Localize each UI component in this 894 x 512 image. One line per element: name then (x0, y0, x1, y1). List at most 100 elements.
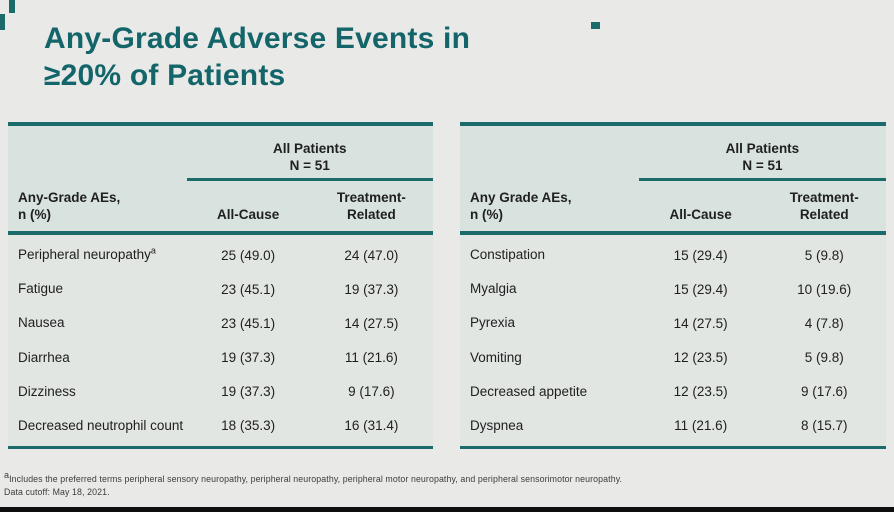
all-cause-value: 19 (37.3) (221, 384, 276, 400)
col-header-treatment-line1: Treatment- (336, 190, 406, 205)
all-cause-value: 25 (49.0) (221, 247, 276, 263)
ae-table-right: All Patients N = 51 Any Grade AEs, n (%)… (460, 122, 886, 449)
all-cause-value: 12 (23.5) (673, 384, 728, 400)
col-header-all-cause: All-Cause (216, 207, 280, 222)
group-header-underline (186, 178, 433, 181)
all-cause-value: 23 (45.1) (221, 281, 276, 297)
row-header: Any-Grade AEs, n (%) (8, 189, 187, 223)
col-header-all-cause: All-Cause (669, 207, 732, 222)
group-header: All Patients N = 51 (187, 126, 434, 178)
underline-spacer (8, 178, 187, 181)
table-row: Dyspnea 11 (21.6) 8 (15.7) (460, 418, 886, 434)
page-title-line2: ≥20% of Patients (44, 59, 286, 92)
group-header-n: N = 51 (742, 158, 783, 173)
table-row: Constipation 15 (29.4) 5 (9.8) (460, 247, 886, 263)
ae-label: Decreased neutrophil count (18, 417, 184, 433)
table-header-border (460, 231, 886, 235)
table-row: Pyrexia 14 (27.5) 4 (7.8) (460, 315, 886, 331)
ae-label: Nausea (18, 315, 65, 331)
ae-table-left: All Patients N = 51 Any-Grade AEs, n (%)… (8, 122, 433, 449)
treatment-related-value: 19 (37.3) (344, 281, 399, 297)
table-top-border (8, 122, 433, 126)
treatment-related-value: 16 (31.4) (344, 418, 399, 434)
table-bottom-border (460, 446, 886, 449)
all-cause-value: 18 (35.3) (221, 418, 276, 434)
col-header-treatment-related: Treatment- Related (310, 189, 433, 223)
table-row: Decreased neutrophil count 18 (35.3) 16 (3… (8, 418, 433, 434)
table-row: Vomiting 12 (23.5) 5 (9.8) (460, 350, 886, 366)
header-spacer (8, 126, 187, 178)
row-header-line1: Any-Grade AEs, (18, 190, 121, 205)
group-header-underline (638, 178, 886, 181)
footnote: aIncludes the preferred terms peripheral… (4, 470, 623, 499)
bottom-black-bar (0, 507, 894, 512)
ae-label: Dizziness (18, 383, 76, 399)
decor-mark (0, 14, 5, 30)
table-header-border (8, 231, 433, 235)
ae-label-superscript: a (150, 245, 156, 256)
ae-label: Fatigue (18, 281, 64, 297)
ae-label: Peripheral neuropathya (18, 245, 156, 263)
treatment-related-value: 10 (19.6) (797, 281, 852, 297)
treatment-related-value: 14 (27.5) (344, 315, 399, 331)
page-title-line1: Any-Grade Adverse Events in (44, 22, 471, 55)
all-cause-value: 12 (23.5) (673, 350, 728, 366)
header-spacer (460, 126, 639, 178)
table-row: Peripheral neuropathya 25 (49.0) 24 (47.0) (8, 245, 433, 263)
col-header-treatment-related: Treatment- Related (762, 189, 886, 223)
table-header: All Patients N = 51 Any-Grade AEs, n (%)… (8, 126, 433, 231)
decor-mark (591, 22, 600, 29)
treatment-related-value: 24 (47.0) (344, 247, 399, 263)
treatment-related-value: 5 (9.8) (804, 350, 844, 366)
treatment-related-value: 5 (9.8) (804, 247, 844, 263)
table-row: Decreased appetite 12 (23.5) 9 (17.6) (460, 384, 886, 400)
all-cause-value: 15 (29.4) (673, 247, 728, 263)
ae-label: Vomiting (470, 349, 522, 365)
row-header-line2: n (%) (470, 207, 503, 222)
table-row: Nausea 23 (45.1) 14 (27.5) (8, 315, 433, 331)
table-row: Dizziness 19 (37.3) 9 (17.6) (8, 384, 433, 400)
row-header: Any Grade AEs, n (%) (460, 189, 639, 223)
treatment-related-value: 8 (15.7) (800, 418, 848, 434)
group-header: All Patients N = 51 (639, 126, 886, 178)
table-row: Fatigue 23 (45.1) 19 (37.3) (8, 281, 433, 297)
group-header-title: All Patients (725, 141, 800, 156)
table-row: Myalgia 15 (29.4) 10 (19.6) (460, 281, 886, 297)
table-row: Diarrhea 19 (37.3) 11 (21.6) (8, 350, 433, 366)
footnote-text: Includes the preferred terms peripheral … (9, 474, 623, 484)
ae-label: Constipation (470, 247, 546, 263)
ae-label: Diarrhea (18, 349, 70, 365)
all-cause-value: 14 (27.5) (673, 315, 728, 331)
treatment-related-value: 9 (17.6) (348, 384, 395, 400)
page-title: Any-Grade Adverse Events in ≥20% of Pati… (44, 20, 470, 94)
ae-label: Myalgia (470, 281, 517, 297)
row-header-line2: n (%) (18, 207, 51, 222)
ae-label: Pyrexia (470, 315, 516, 331)
col-header-treatment-line2: Related (346, 207, 396, 222)
table-bottom-border (8, 446, 433, 449)
footnote-line1: aIncludes the preferred terms peripheral… (4, 470, 623, 486)
treatment-related-value: 9 (17.6) (800, 384, 848, 400)
col-header-treatment-line1: Treatment- (789, 190, 859, 205)
table-body: Peripheral neuropathya 25 (49.0) 24 (47.0)… (8, 235, 433, 446)
ae-label: Decreased appetite (470, 383, 588, 399)
footnote-line2: Data cutoff: May 18, 2021. (4, 487, 110, 497)
ae-label: Dyspnea (470, 417, 524, 433)
decor-mark (9, 0, 15, 13)
table-header: All Patients N = 51 Any Grade AEs, n (%)… (460, 126, 886, 231)
table-top-border (460, 122, 886, 126)
footnote-superscript: a (4, 470, 10, 481)
treatment-related-value: 4 (7.8) (804, 315, 844, 331)
table-body: Constipation 15 (29.4) 5 (9.8) Myalgia 15 (2… (460, 235, 886, 446)
all-cause-value: 11 (21.6) (674, 418, 728, 434)
group-header-title: All Patients (272, 141, 347, 156)
all-cause-value: 15 (29.4) (673, 281, 728, 297)
all-cause-value: 23 (45.1) (221, 315, 276, 331)
group-header-n: N = 51 (289, 158, 330, 173)
all-cause-value: 19 (37.3) (221, 350, 276, 366)
underline-spacer (460, 178, 639, 181)
treatment-related-value: 11 (21.6) (344, 350, 398, 366)
col-header-treatment-line2: Related (799, 207, 849, 222)
row-header-line1: Any Grade AEs, (470, 190, 572, 205)
